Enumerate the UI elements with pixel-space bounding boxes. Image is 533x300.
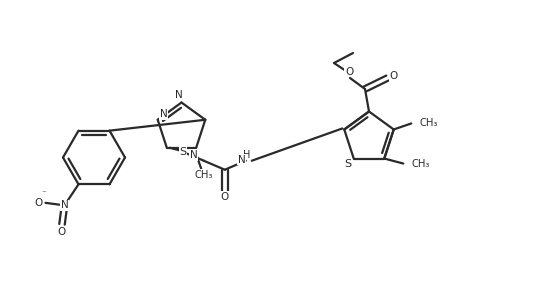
Text: N: N: [160, 109, 167, 119]
Text: N: N: [61, 200, 68, 210]
Text: O: O: [345, 67, 353, 76]
Text: N: N: [190, 150, 198, 160]
Text: O: O: [390, 71, 398, 81]
Text: O: O: [58, 227, 66, 237]
Text: CH₃: CH₃: [411, 158, 430, 169]
Text: S: S: [179, 147, 187, 157]
Text: N: N: [175, 91, 183, 100]
Text: CH₃: CH₃: [419, 118, 438, 128]
Text: ⁻: ⁻: [42, 189, 46, 198]
Text: S: S: [344, 158, 351, 169]
Text: O: O: [221, 192, 229, 202]
Text: CH₃: CH₃: [195, 170, 213, 180]
Text: H: H: [243, 150, 251, 160]
Text: N: N: [238, 155, 246, 165]
Text: O: O: [34, 198, 43, 208]
